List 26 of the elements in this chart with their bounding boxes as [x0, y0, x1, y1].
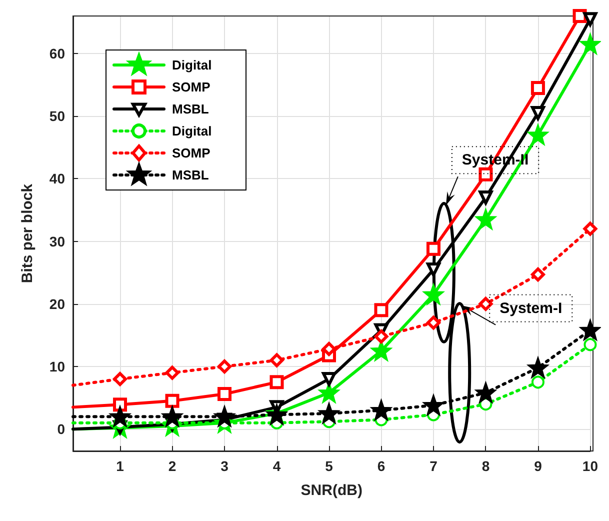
y-tick-label: 40: [49, 170, 66, 187]
x-tick-label: 8: [482, 458, 490, 474]
x-tick-label: 3: [220, 458, 229, 474]
legend-label: SOMP: [172, 80, 211, 94]
y-axis-title: Bits per block: [19, 183, 36, 284]
x-tick-label: 9: [534, 458, 542, 474]
y-tick-label: 30: [49, 233, 66, 250]
x-tick-label: 4: [272, 458, 281, 474]
legend-label: Digital: [172, 124, 212, 138]
y-tick-label: 0: [57, 421, 66, 438]
y-tick-label: 10: [49, 358, 66, 375]
y-tick-label: 20: [49, 296, 66, 312]
legend-label: Digital: [172, 58, 212, 72]
x-tick-label: 5: [325, 458, 334, 474]
x-axis-title: SNR(dB): [300, 482, 362, 499]
legend-label: MSBL: [172, 168, 209, 182]
y-tick-label: 60: [49, 46, 66, 62]
x-tick-label: 2: [168, 458, 176, 474]
x-tick-label: 6: [377, 458, 386, 474]
x-tick-label: 7: [430, 458, 438, 474]
y-tick-label: 50: [49, 108, 66, 124]
x-tick-label: 10: [582, 458, 598, 474]
x-tick-label: 1: [116, 458, 124, 474]
legend-label: MSBL: [172, 102, 209, 116]
legend-label: SOMP: [172, 146, 211, 160]
annotation: System-I: [500, 300, 562, 317]
